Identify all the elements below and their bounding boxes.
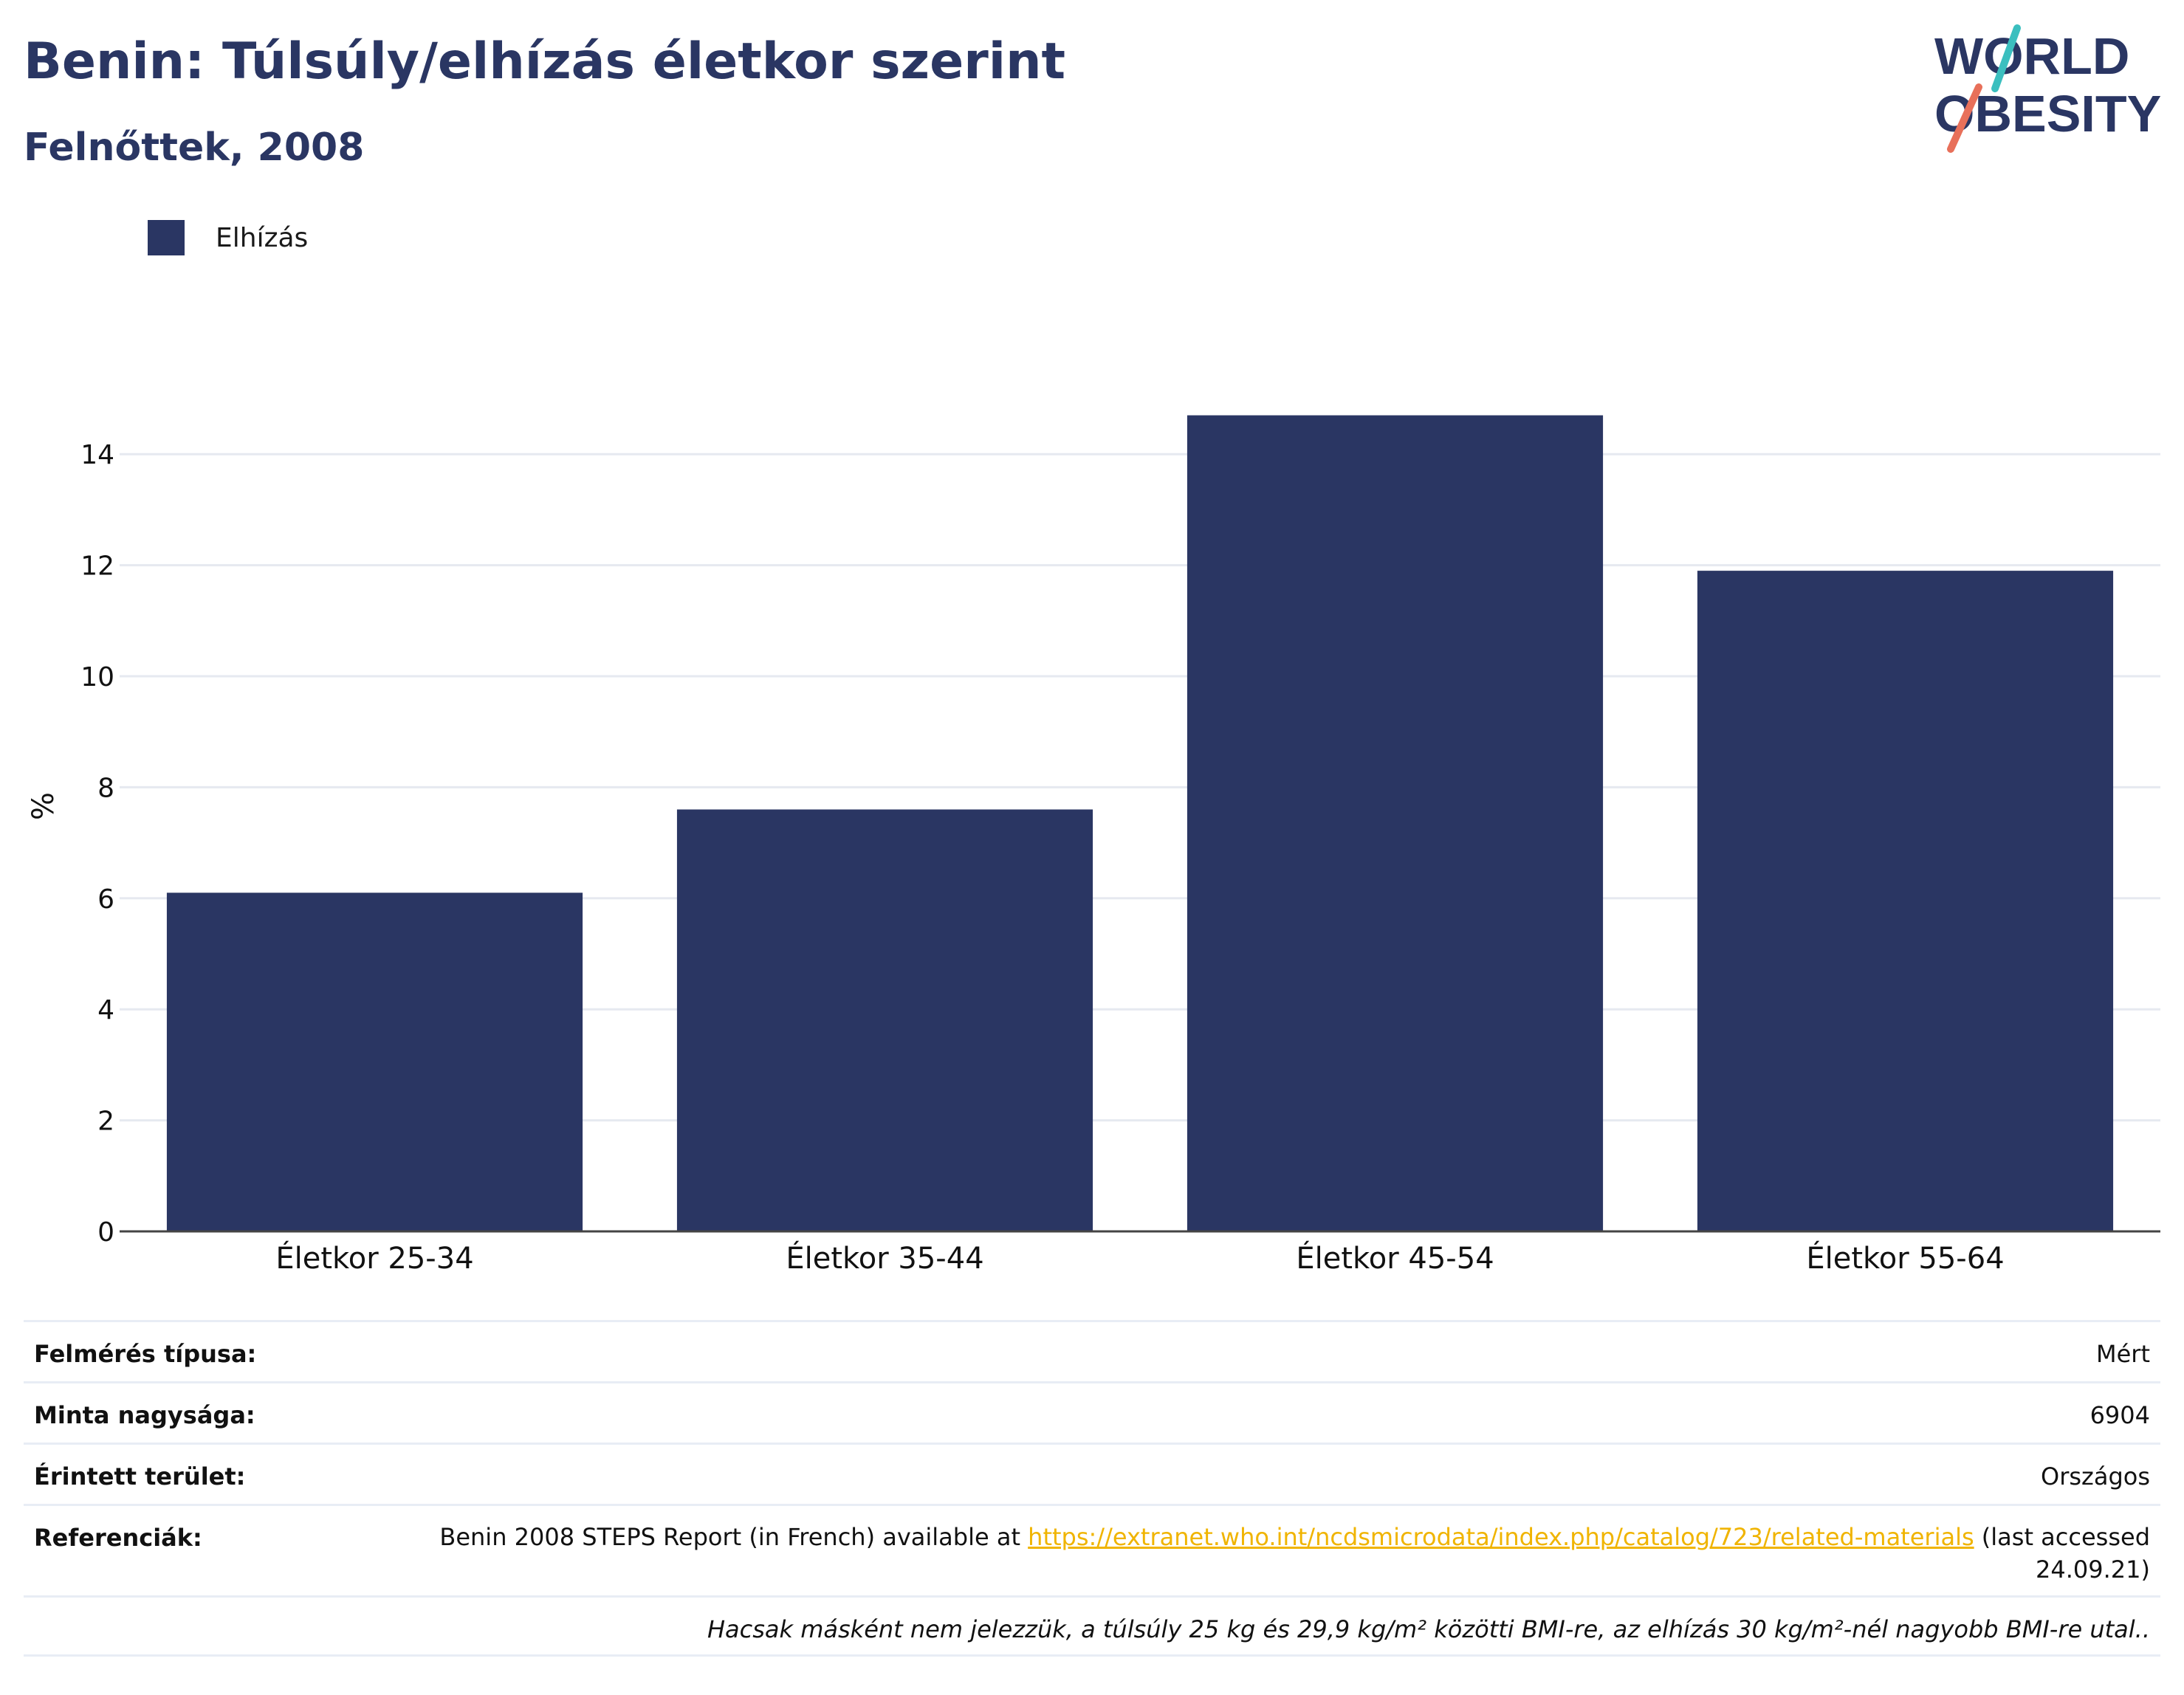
references-prefix: Benin 2008 STEPS Report (in French) avai… bbox=[439, 1523, 1029, 1551]
logo-slash-teal bbox=[1991, 24, 2021, 92]
info-row-note: Hacsak másként nem jelezzük, a túlsúly 2… bbox=[24, 1595, 2160, 1657]
references-label: Referenciák: bbox=[34, 1524, 202, 1552]
logo-line1: WORLD bbox=[1934, 27, 2129, 85]
info-row-area: Érintett terület: Országos bbox=[24, 1443, 2160, 1504]
area-label: Érintett terület: bbox=[34, 1462, 246, 1491]
y-tick-label-4: 4 bbox=[97, 995, 114, 1025]
references-suffix: (last accessed 24.09.21) bbox=[1974, 1523, 2150, 1584]
y-tick-label-10: 10 bbox=[80, 662, 114, 692]
info-table: Felmérés típusa: Mért Minta nagysága: 69… bbox=[24, 1320, 2160, 1657]
world-obesity-logo: WORLD OBESITY bbox=[1934, 24, 2161, 153]
x-tick-label-1: Életkor 25-34 bbox=[275, 1240, 473, 1276]
sample-size-label: Minta nagysága: bbox=[34, 1401, 255, 1429]
bar-chart: % 0 2 4 6 8 10 12 14 Életkor 25-34 Életkor 35-44 É… bbox=[27, 415, 2160, 1276]
y-tick-label-12: 12 bbox=[80, 551, 114, 582]
bar-2 bbox=[676, 809, 1093, 1231]
logo-slash-coral bbox=[1947, 83, 1982, 153]
y-tick-label-2: 2 bbox=[97, 1107, 114, 1137]
bar-3 bbox=[1187, 415, 1604, 1231]
footnote: Hacsak másként nem jelezzük, a túlsúly 2… bbox=[707, 1615, 2150, 1643]
references-link[interactable]: https://extranet.who.int/ncdsmicrodata/i… bbox=[1028, 1523, 1974, 1551]
y-tick-label-8: 8 bbox=[97, 773, 114, 803]
x-tick-label-4: Életkor 55-64 bbox=[1806, 1240, 2004, 1276]
area-value: Országos bbox=[2041, 1462, 2150, 1491]
info-row-references: Referenciák: Benin 2008 STEPS Report (in… bbox=[24, 1504, 2160, 1595]
legend[interactable]: Elhízás bbox=[148, 220, 308, 255]
survey-type-value: Mért bbox=[2096, 1340, 2150, 1368]
legend-label-obesity: Elhízás bbox=[216, 222, 309, 253]
info-row-sample-size: Minta nagysága: 6904 bbox=[24, 1381, 2160, 1443]
x-tick-label-3: Életkor 45-54 bbox=[1296, 1240, 1494, 1276]
y-tick-label-14: 14 bbox=[80, 440, 114, 470]
survey-type-label: Felmérés típusa: bbox=[34, 1340, 257, 1368]
chart-title: Benin: Túlsúly/elhízás életkor szerint bbox=[24, 32, 1065, 91]
chart-subtitle: Felnőttek, 2008 bbox=[24, 126, 365, 170]
references-value: Benin 2008 STEPS Report (in French) avai… bbox=[319, 1521, 2150, 1586]
legend-swatch-obesity bbox=[148, 220, 185, 255]
x-tick-label-2: Életkor 35-44 bbox=[786, 1240, 983, 1276]
y-axis-label: % bbox=[27, 792, 61, 820]
info-row-survey-type: Felmérés típusa: Mért bbox=[24, 1320, 2160, 1381]
y-tick-label-6: 6 bbox=[97, 884, 114, 915]
bar-4 bbox=[1697, 571, 2114, 1231]
y-tick-label-0: 0 bbox=[97, 1217, 114, 1248]
bar-1 bbox=[166, 893, 583, 1231]
sample-size-value: 6904 bbox=[2089, 1401, 2150, 1429]
